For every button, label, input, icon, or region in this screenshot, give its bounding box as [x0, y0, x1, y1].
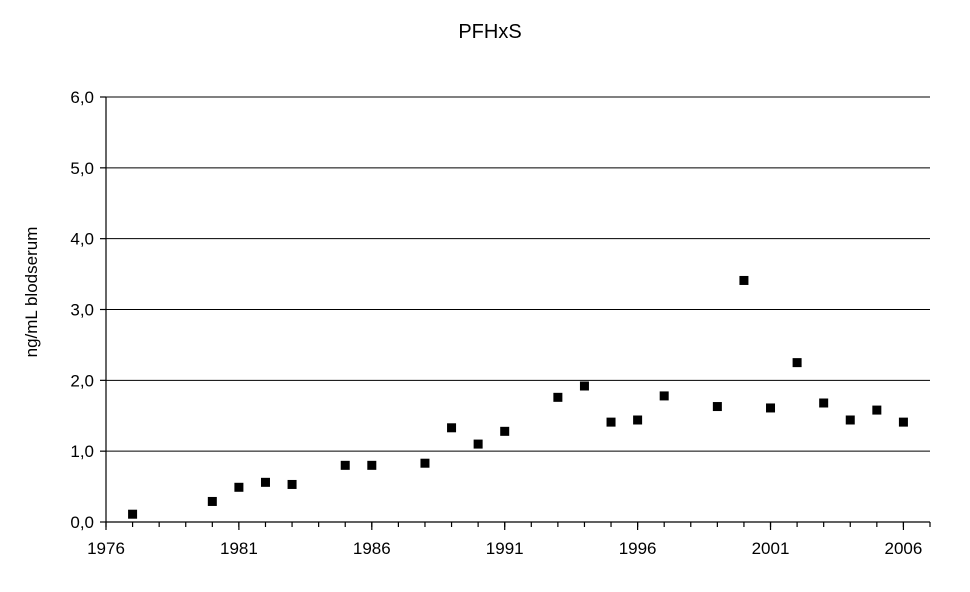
y-tick-label: 4,0 [70, 230, 94, 249]
data-point [659, 391, 669, 401]
x-tick-label: 1981 [220, 539, 258, 558]
data-point [367, 460, 377, 470]
data-point [712, 402, 722, 412]
data-point [792, 358, 802, 368]
data-point [845, 415, 855, 425]
data-point [553, 392, 563, 402]
data-point [207, 496, 217, 506]
x-tick-label: 1976 [87, 539, 125, 558]
x-tick-labels: 1976 1981 1986 1991 1996 2001 2006 [87, 539, 922, 558]
data-point [766, 403, 776, 413]
data-point [128, 509, 138, 519]
data-point [872, 405, 882, 415]
data-point [579, 381, 589, 391]
x-tick-label: 2006 [885, 539, 923, 558]
y-tick-labels: 0,0 1,0 2,0 3,0 4,0 5,0 6,0 [70, 88, 94, 532]
data-points [128, 275, 908, 519]
x-tick-label: 1991 [486, 539, 524, 558]
data-point [447, 423, 457, 433]
data-point [819, 398, 829, 408]
y-tick-label: 6,0 [70, 88, 94, 107]
data-point [898, 417, 908, 427]
y-tick-label: 5,0 [70, 159, 94, 178]
chart-title: PFHxS [458, 21, 521, 43]
x-tick-label: 1996 [619, 539, 657, 558]
y-tick-label: 2,0 [70, 371, 94, 390]
gridlines [106, 96, 930, 452]
y-tick-label: 0,0 [70, 513, 94, 532]
x-tick-label: 1986 [353, 539, 391, 558]
y-tick-label: 3,0 [70, 301, 94, 320]
axes [100, 96, 931, 530]
data-point [340, 460, 350, 470]
y-tick-label: 1,0 [70, 442, 94, 461]
data-point [739, 275, 749, 285]
data-point [473, 439, 483, 449]
data-point [234, 482, 244, 492]
data-point [287, 479, 297, 489]
x-tick-label: 2001 [752, 539, 790, 558]
data-point [420, 458, 430, 468]
y-axis-label: ng/mL blodserum [22, 227, 41, 358]
data-point [606, 417, 616, 427]
data-point [260, 477, 270, 487]
data-point [500, 426, 510, 436]
data-point [633, 415, 643, 425]
